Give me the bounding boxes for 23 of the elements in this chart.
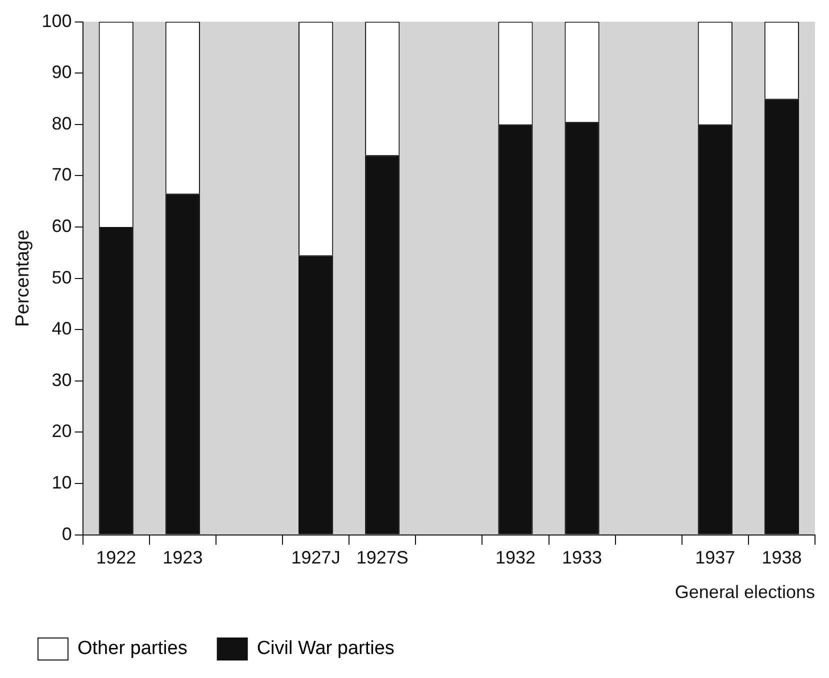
x-axis-title: General elections [674, 582, 815, 602]
x-tick-label: 1922 [96, 548, 136, 568]
legend-label: Other parties [78, 638, 188, 660]
y-tick-label: 30 [52, 370, 72, 390]
x-tick-label: 1938 [762, 548, 802, 568]
y-tick-label: 80 [52, 113, 72, 134]
y-tick-label: 50 [52, 267, 72, 288]
y-tick-label: 100 [42, 10, 72, 31]
x-tick-label: 1923 [162, 548, 203, 568]
y-tick-label: 20 [52, 421, 72, 442]
legend-label: Civil War parties [256, 638, 394, 660]
y-axis-title: Percentage [12, 230, 34, 327]
y-tick-label: 0 [62, 524, 72, 544]
x-tick-label: 1937 [695, 548, 736, 568]
y-tick-label: 60 [52, 216, 72, 236]
y-tick-label: 10 [52, 472, 72, 492]
x-tick-label: 1933 [562, 548, 602, 568]
y-tick-label: 90 [52, 62, 72, 82]
x-tick-label: 1932 [495, 548, 536, 568]
x-tick-label: 1927S [356, 548, 408, 568]
y-tick-label: 40 [52, 318, 72, 339]
y-tick-label: 70 [52, 164, 72, 185]
x-tick-label: 1927J [291, 548, 340, 568]
